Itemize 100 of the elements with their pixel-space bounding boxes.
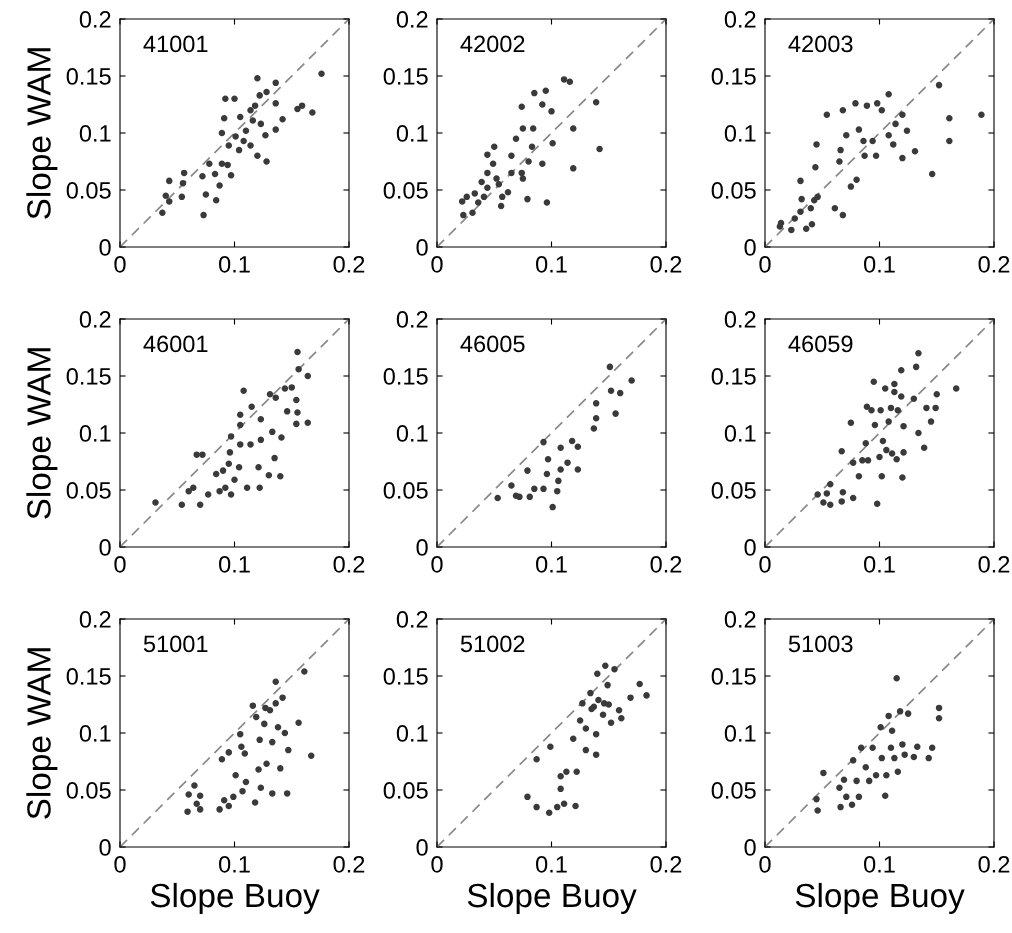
point (539, 101, 546, 108)
point (853, 176, 860, 183)
x-tick-label: 0.2 (650, 855, 682, 873)
point (557, 773, 564, 780)
point (269, 738, 276, 746)
point (272, 700, 279, 707)
x-tick-label: 0.1 (864, 555, 895, 573)
y-tick-label: 0.05 (66, 182, 111, 199)
point (518, 103, 525, 111)
point (592, 400, 600, 407)
x-tick-label: 0 (431, 255, 443, 273)
point (876, 453, 883, 461)
point (279, 694, 286, 701)
y-tick-label: 0.15 (66, 68, 111, 85)
point (508, 482, 515, 489)
point (219, 467, 227, 474)
point (847, 419, 855, 426)
point (278, 434, 285, 441)
x-tick-label: 0.2 (650, 555, 682, 573)
point (853, 777, 860, 785)
point (935, 714, 943, 722)
point (508, 169, 515, 177)
point (848, 801, 856, 809)
point (881, 385, 889, 392)
point (531, 485, 538, 493)
y-tick-label: 0.1 (724, 425, 756, 442)
point (224, 161, 231, 169)
point (266, 706, 274, 714)
point (240, 137, 247, 145)
point (883, 771, 890, 779)
point (823, 111, 831, 119)
point (618, 714, 625, 722)
point (257, 120, 265, 128)
point (600, 700, 608, 707)
point (508, 152, 515, 160)
y-tick-label: 0.15 (711, 68, 756, 85)
point (873, 500, 881, 507)
point (489, 160, 497, 168)
point (878, 754, 886, 762)
point (262, 132, 269, 139)
point (516, 493, 523, 501)
point (256, 736, 263, 744)
y-axis-title: Slope WAM (26, 348, 58, 519)
point (838, 498, 845, 505)
point (484, 169, 491, 177)
point (227, 491, 235, 498)
point (225, 142, 233, 149)
y-tick-label: 0.15 (66, 668, 111, 685)
y-tick-label: 0.15 (383, 668, 428, 685)
point (529, 125, 537, 132)
point (925, 754, 932, 762)
point (519, 175, 527, 182)
point (265, 471, 273, 479)
point (899, 474, 906, 481)
point (935, 704, 943, 712)
y-tick-label: 0.1 (79, 725, 111, 742)
point (903, 127, 911, 134)
y-tick-label: 0.1 (724, 125, 756, 142)
point (281, 385, 289, 392)
point (896, 708, 904, 715)
x-axis-title: Slope Buoy (150, 882, 320, 914)
point (239, 787, 246, 795)
point (474, 199, 482, 206)
point (294, 348, 301, 356)
point (607, 387, 615, 395)
point (862, 763, 870, 771)
x-tick-label: 0.1 (864, 255, 895, 273)
point (899, 741, 906, 748)
x-tick-label: 0 (114, 255, 126, 273)
x-tick-label: 0 (431, 855, 443, 873)
text: 51003 (788, 635, 853, 653)
point (901, 751, 908, 758)
point (791, 215, 799, 222)
point (288, 384, 296, 391)
point (547, 743, 554, 750)
point (533, 803, 540, 811)
point (277, 765, 284, 772)
point (243, 484, 251, 491)
point (592, 730, 600, 738)
point (900, 422, 907, 430)
point (193, 800, 200, 807)
point (524, 793, 531, 801)
point (592, 98, 600, 106)
point (935, 81, 943, 89)
point (843, 793, 850, 801)
point (543, 199, 551, 206)
point (269, 428, 276, 436)
point (256, 484, 263, 491)
y-tick-label: 0 (416, 539, 428, 556)
point (180, 169, 188, 177)
point (185, 487, 192, 495)
point (887, 404, 895, 412)
point (269, 790, 276, 797)
point (469, 209, 476, 217)
point (893, 455, 900, 463)
point (612, 410, 619, 417)
x-tick-label: 0.2 (333, 855, 365, 873)
y-tick-label: 0.2 (79, 611, 111, 628)
point (849, 459, 857, 466)
point (814, 193, 821, 201)
